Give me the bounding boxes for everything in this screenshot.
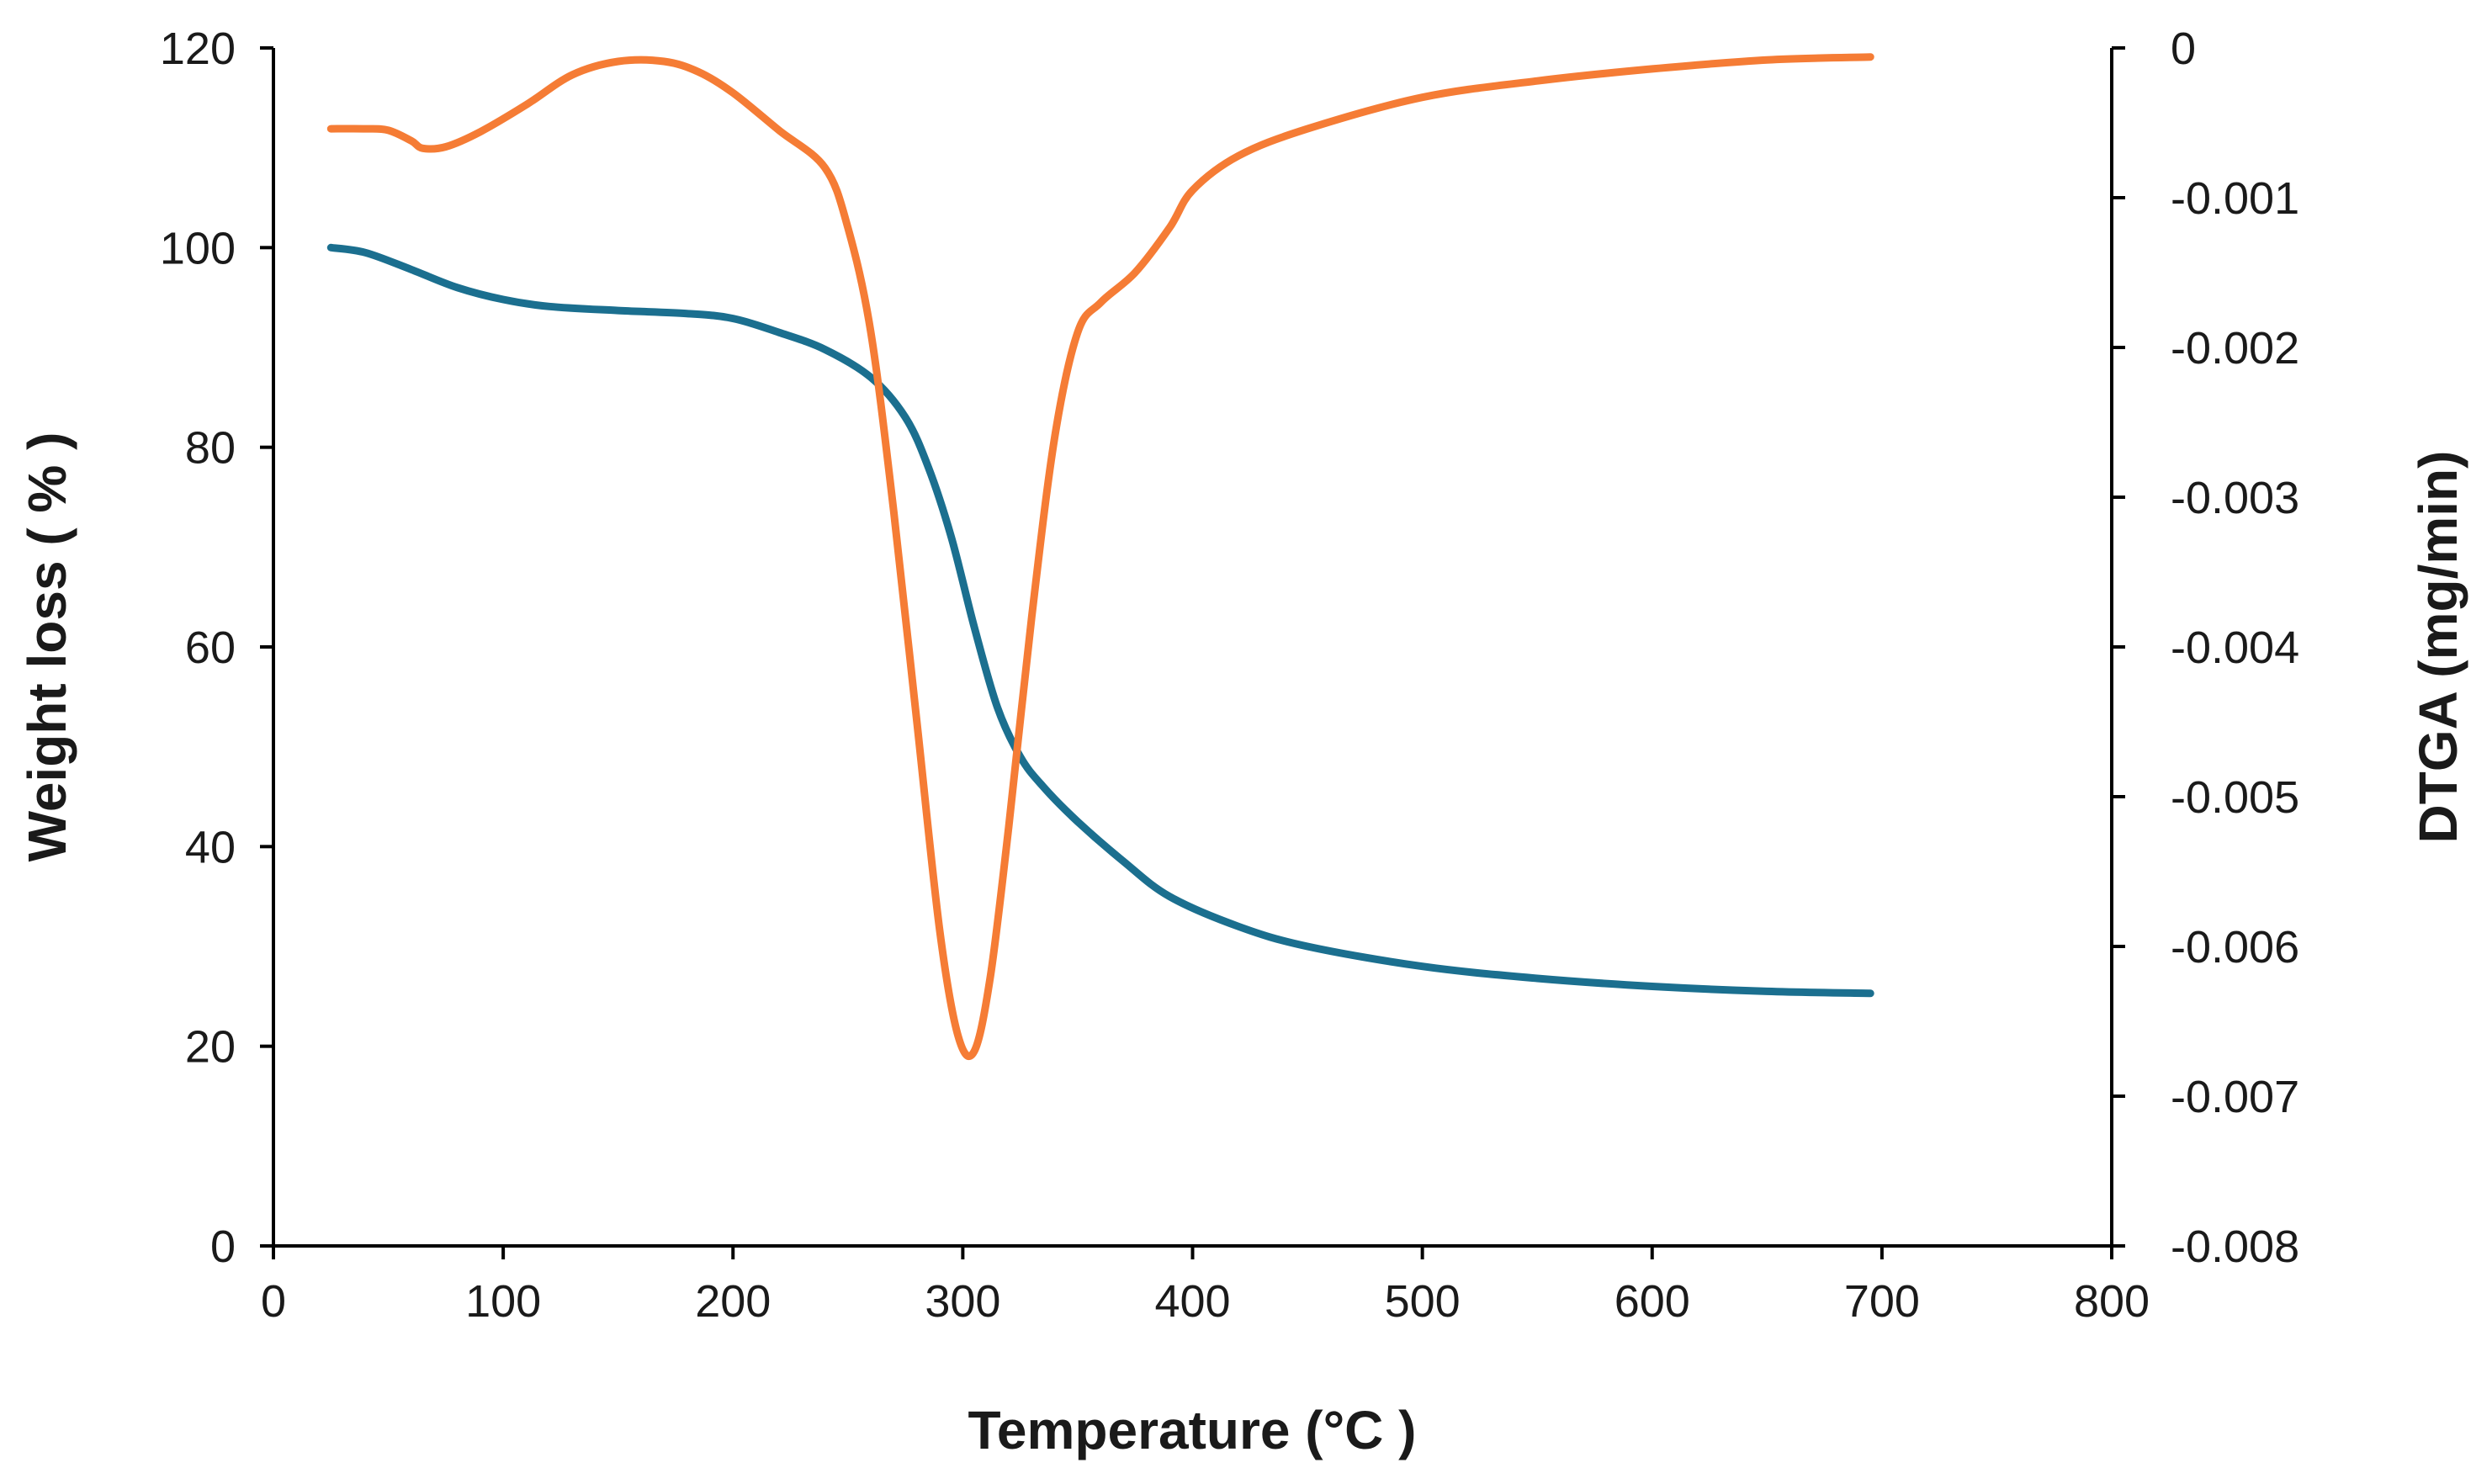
right-y-tick-label: -0.001 (2171, 173, 2299, 224)
right-y-tick-label: -0.008 (2171, 1222, 2299, 1272)
tick-labels: 0 100 200 300 400 500 600 700 800 0 20 40 60 80 100 120… (160, 24, 2299, 1327)
right-y-tick-label: -0.006 (2171, 922, 2299, 973)
right-y-axis-title: DTGA (mg/min) (2408, 451, 2468, 844)
series-lines (326, 53, 1874, 1060)
x-tick-label: 200 (695, 1276, 771, 1327)
left-y-tick-label: 60 (185, 623, 236, 673)
x-tick-label: 0 (261, 1276, 286, 1327)
left-y-tick-label: 0 (210, 1222, 236, 1272)
x-axis-title: Temperature (°C ) (968, 1400, 1417, 1460)
left-y-tick-label: 120 (160, 24, 236, 74)
x-tick-label: 300 (925, 1276, 1000, 1327)
x-tick-label: 500 (1385, 1276, 1461, 1327)
right-y-tick-label: -0.007 (2171, 1072, 2299, 1122)
right-y-tick-label: -0.005 (2171, 772, 2299, 823)
right-y-tick-label: -0.002 (2171, 323, 2299, 374)
ticks (260, 46, 2125, 1259)
axes (272, 48, 2113, 1248)
x-tick-label: 100 (465, 1276, 541, 1327)
x-tick-label: 800 (2074, 1276, 2150, 1327)
series-line-dtga (326, 53, 1874, 1060)
left-y-tick-label: 80 (185, 423, 236, 474)
x-tick-label: 700 (1844, 1276, 1920, 1327)
right-y-tick-label: -0.003 (2171, 473, 2299, 523)
x-tick-label: 600 (1614, 1276, 1690, 1327)
x-tick-label: 400 (1154, 1276, 1230, 1327)
left-y-tick-label: 20 (185, 1022, 236, 1073)
right-y-tick-label: 0 (2171, 24, 2196, 74)
left-y-tick-label: 40 (185, 822, 236, 872)
left-y-tick-label: 100 (160, 223, 236, 273)
right-y-tick-label: -0.004 (2171, 623, 2299, 673)
left-y-axis-title: Weight loss ( % ) (17, 432, 77, 862)
series-line-weight-loss (326, 243, 1874, 998)
